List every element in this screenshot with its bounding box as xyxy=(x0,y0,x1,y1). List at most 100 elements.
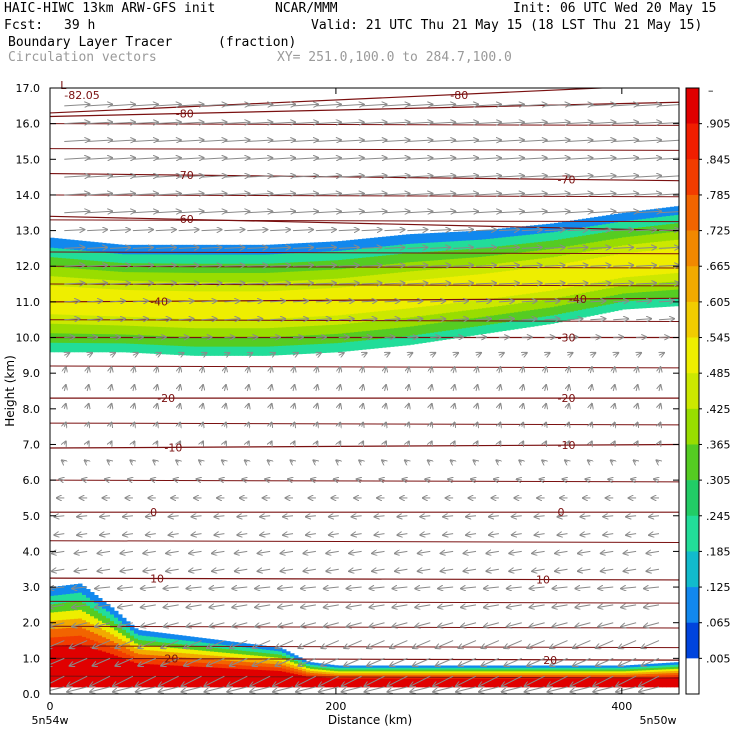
circulation-vector xyxy=(64,193,89,195)
tracer-cell xyxy=(154,317,159,327)
circulation-vector xyxy=(407,193,432,195)
tracer-cell xyxy=(150,631,155,637)
circulation-vector xyxy=(132,230,153,231)
tracer-cell xyxy=(298,344,303,355)
tracer-cell xyxy=(290,653,295,657)
circulation-vector xyxy=(451,460,454,462)
tracer-cell xyxy=(110,673,115,681)
tracer-cell xyxy=(146,334,151,345)
tracer-cell xyxy=(210,327,215,338)
circulation-vector xyxy=(270,301,285,302)
tracer-cell xyxy=(414,683,419,686)
tracer-cell xyxy=(258,652,263,657)
circulation-vector xyxy=(613,158,638,160)
tracer-cell xyxy=(250,654,255,659)
tracer-cell xyxy=(210,309,215,320)
circulation-vector xyxy=(438,622,454,627)
circulation-vector xyxy=(50,675,65,686)
tracer-cell xyxy=(70,669,75,679)
tracer-cell xyxy=(86,605,91,614)
tracer-cell xyxy=(494,679,499,683)
tracer-cell xyxy=(326,679,331,682)
tracer-cell xyxy=(498,667,503,670)
tracer-cell xyxy=(562,670,567,674)
tracer-cell xyxy=(390,281,395,292)
tracer-cell xyxy=(214,643,219,648)
tracer-cell xyxy=(310,297,315,308)
tracer-cell xyxy=(378,237,383,247)
tracer-cell xyxy=(458,667,463,670)
tracer-cell xyxy=(66,627,71,637)
tracer-cell xyxy=(542,677,547,681)
tracer-cell xyxy=(446,321,451,331)
tracer-cell xyxy=(638,275,643,285)
tracer-cell xyxy=(310,316,315,326)
tracer-cell xyxy=(566,667,571,670)
tracer-cell xyxy=(450,232,455,242)
circulation-vector xyxy=(430,211,455,213)
tracer-cell xyxy=(562,669,567,672)
circulation-vector xyxy=(636,158,661,160)
tracer-cell xyxy=(418,681,423,684)
tracer-cell xyxy=(90,269,95,279)
tracer-cell xyxy=(470,326,475,336)
tracer-cell xyxy=(546,679,551,683)
tracer-cell xyxy=(134,271,139,282)
colorbar-label: .005 xyxy=(706,652,731,665)
tracer-cell xyxy=(130,325,135,335)
tracer-cell xyxy=(270,290,275,301)
tracer-cell xyxy=(506,672,511,675)
tracer-cell xyxy=(374,283,379,294)
tracer-cell xyxy=(546,232,551,242)
circulation-vector xyxy=(326,569,339,571)
tracer-cell xyxy=(586,234,591,244)
tracer-cell xyxy=(614,302,619,312)
tracer-cell xyxy=(590,677,595,681)
tracer-cell xyxy=(234,346,239,356)
tracer-cell xyxy=(630,674,635,677)
tracer-cell xyxy=(582,284,587,293)
tracer-cell xyxy=(622,284,627,294)
tracer-cell xyxy=(490,665,495,668)
tracer-cell xyxy=(530,667,535,670)
tracer-cell xyxy=(118,289,123,299)
tracer-cell xyxy=(482,674,487,677)
tracer-cell xyxy=(66,585,71,595)
circulation-vector xyxy=(407,404,409,409)
tracer-cell xyxy=(306,251,311,262)
tracer-cell xyxy=(222,675,227,680)
tracer-cell xyxy=(606,247,611,257)
tracer-cell xyxy=(430,672,435,675)
tracer-cell xyxy=(554,683,559,686)
tracer-cell xyxy=(162,335,167,346)
circulation-vector xyxy=(184,640,202,649)
tracer-cell xyxy=(566,303,571,313)
tracer-cell xyxy=(494,665,499,668)
tracer-cell xyxy=(222,679,227,684)
tracer-cell xyxy=(442,665,447,668)
tracer-cell xyxy=(526,679,531,683)
tracer-cell xyxy=(402,308,407,319)
tracer-cell xyxy=(290,656,295,660)
tracer-cell xyxy=(674,668,679,671)
tracer-cell xyxy=(530,242,535,252)
tracer-cell xyxy=(602,669,607,672)
tracer-cell xyxy=(354,665,359,668)
tracer-cell xyxy=(574,302,579,311)
tracer-cell xyxy=(154,659,159,665)
tracer-cell xyxy=(526,276,531,286)
tracer-cell xyxy=(458,310,463,321)
tracer-cell xyxy=(366,330,371,341)
tracer-cell xyxy=(310,334,315,345)
tracer-cell xyxy=(290,271,295,281)
tracer-cell xyxy=(386,667,391,670)
circulation-vector xyxy=(224,385,226,392)
tracer-cell xyxy=(50,304,55,315)
tracer-cell xyxy=(386,245,391,256)
tracer-cell xyxy=(178,281,183,292)
tracer-cell xyxy=(254,318,259,329)
tracer-cell xyxy=(250,346,255,356)
tracer-cell xyxy=(314,664,319,668)
tracer-cell xyxy=(670,223,675,233)
tracer-cell xyxy=(490,685,495,688)
